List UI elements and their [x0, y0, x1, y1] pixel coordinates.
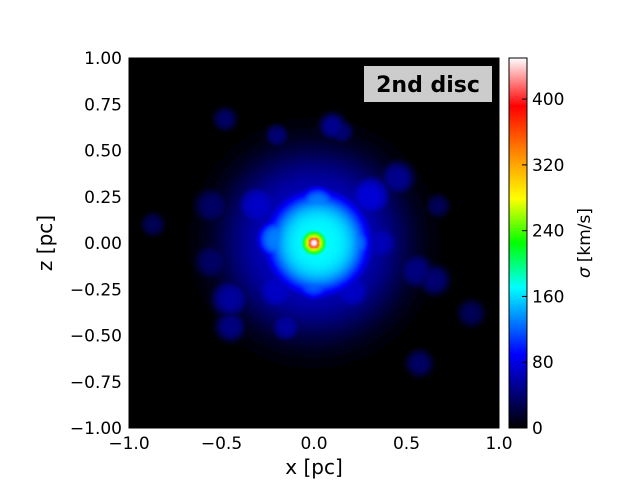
colorbar-tick-label: 240: [532, 222, 564, 242]
y-tick-label: 0.00: [84, 234, 122, 254]
y-tick-label: 0.50: [84, 142, 122, 162]
x-axis-ticks: −1.0 −0.5 0.0 0.5 1.0: [108, 58, 513, 454]
panel-annotation: 2nd disc: [364, 66, 492, 102]
x-tick-label: 0.0: [300, 434, 327, 454]
plot-area: [128, 57, 500, 429]
colorbar: 0 80 160 240 320 400 σ [km/s]: [508, 57, 595, 439]
colorbar-tick-label: 80: [532, 353, 554, 373]
colorbar-label-symbol: σ: [575, 266, 595, 278]
x-tick-label: −0.5: [201, 434, 242, 454]
colorbar-label: σ [km/s]: [575, 208, 595, 278]
colorbar-tick-label: 160: [532, 287, 564, 307]
y-tick-label: 0.25: [84, 188, 122, 208]
y-axis-label: z [pc]: [33, 215, 57, 271]
panel-annotation-text: 2nd disc: [376, 73, 480, 98]
x-tick-label: 0.5: [393, 434, 420, 454]
colorbar-gradient: [508, 57, 528, 429]
sigma-heatmap: [129, 58, 499, 428]
x-axis-label: x [pc]: [285, 455, 343, 479]
colorbar-tick-label: 320: [532, 156, 564, 176]
y-tick-label: −0.25: [70, 280, 122, 300]
colorbar-ticks: 0 80 160 240 320 400: [522, 90, 564, 439]
x-tick-label: −1.0: [108, 434, 149, 454]
y-tick-label: −0.75: [70, 373, 122, 393]
y-tick-label: −0.50: [70, 327, 122, 347]
x-tick-label: 1.0: [485, 434, 512, 454]
y-tick-label: −1.00: [70, 419, 122, 439]
y-axis-ticks: 1.00 0.75 0.50 0.25 0.00 −0.25 −0.50 −0.75 −1.00: [70, 49, 499, 439]
colorbar-tick-label: 0: [532, 419, 543, 439]
colorbar-tick-label: 400: [532, 90, 564, 110]
panel-annotation-box: [364, 66, 492, 102]
colorbar-label-unit: [km/s]: [575, 208, 595, 262]
y-tick-label: 1.00: [84, 49, 122, 69]
y-tick-label: 0.75: [84, 95, 122, 115]
